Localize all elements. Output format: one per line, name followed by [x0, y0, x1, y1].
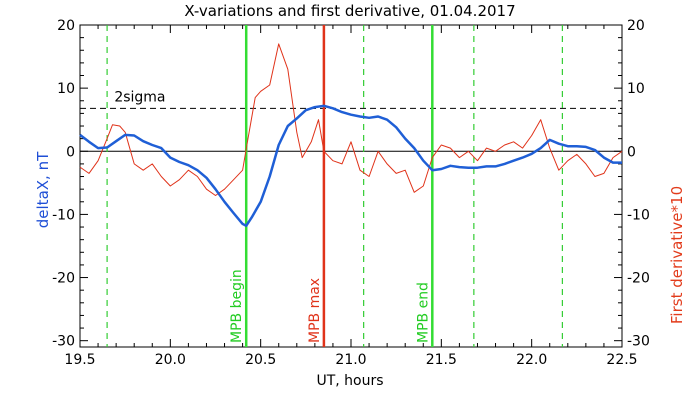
- derivative-series-line: [79, 43, 623, 196]
- x-tick-label: 19.5: [64, 352, 95, 368]
- chart-title: X-variations and first derivative, 01.04…: [184, 2, 515, 20]
- plot-frame: [79, 24, 623, 348]
- y-tick-label-left: -10: [52, 207, 75, 223]
- x-tick-label: 22.5: [606, 352, 637, 368]
- x-tick-label: 20.5: [245, 352, 276, 368]
- y-tick-label-right: 20: [627, 18, 645, 34]
- mpb-marker-label: MPB begin: [229, 269, 245, 343]
- y-tick-label-right: -10: [627, 207, 650, 223]
- sigma-label: 2sigma: [114, 89, 165, 105]
- deltax-series-line: [79, 104, 622, 228]
- y-tick-label-left: 20: [57, 18, 75, 34]
- x-axis-label: UT, hours: [316, 373, 383, 389]
- y-tick-label-right: 10: [627, 81, 645, 97]
- y-tick-label-left: -30: [52, 334, 75, 350]
- y-tick-label-left: 10: [57, 81, 75, 97]
- plot-area: 19.5 20.0 20.5 21.0 21.5 22.0 22.5 20 20 10 10 0 0 -1…: [52, 18, 650, 368]
- x-tick-label: 20.0: [155, 352, 186, 368]
- x-tick-label: 21.0: [335, 352, 366, 368]
- y-tick-label-right: 0: [627, 144, 636, 160]
- y-tick-label-left: 0: [66, 144, 75, 160]
- x-tick-label: 21.5: [426, 352, 457, 368]
- y-tick-label-right: -30: [627, 334, 650, 350]
- y-tick-label-right: -20: [627, 271, 650, 287]
- y-tick-label-left: -20: [52, 271, 75, 287]
- y-axis-left-label: deltaX, nT: [34, 151, 52, 228]
- y-axis-right-label: First derivative*10: [668, 186, 686, 324]
- mpb-marker-label: MPB end: [415, 282, 431, 343]
- x-tick-label: 22.0: [516, 352, 547, 368]
- mpb-marker-label: MPB max: [307, 278, 323, 343]
